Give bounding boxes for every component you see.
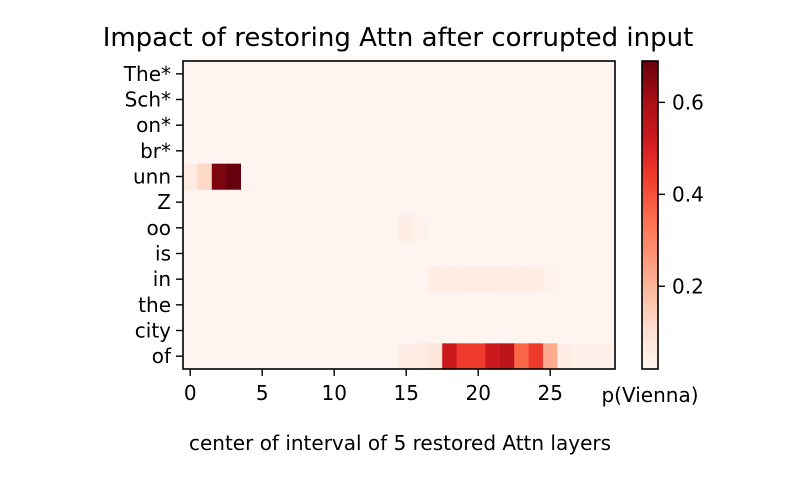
heatmap-cell: [514, 266, 529, 293]
heatmap-cell: [413, 343, 429, 370]
colorbar: [642, 61, 658, 369]
y-tick-label: The*: [123, 62, 171, 86]
heatmap-cell: [442, 343, 457, 370]
heatmap-cell: [485, 266, 501, 293]
colorbar-tick-label: 0.4: [672, 182, 704, 206]
heatmap-cell: [197, 163, 213, 190]
heatmap-cell: [600, 343, 616, 370]
heatmap-cell: [514, 343, 529, 370]
heatmap-cell: [399, 215, 414, 242]
y-tick-label: in: [153, 267, 171, 291]
colorbar-tick-label: 0.6: [672, 90, 704, 114]
heatmap-cell: [543, 266, 558, 293]
heatmap-cell: [427, 266, 443, 293]
y-tick-label: city: [135, 319, 171, 343]
y-tick-label: br*: [140, 139, 171, 163]
heatmap-cell: [211, 163, 227, 190]
x-tick-label: 20: [465, 381, 490, 405]
x-tick-label: 25: [537, 381, 562, 405]
heatmap-cell: [499, 266, 515, 293]
y-tick-label: the: [138, 293, 171, 317]
heatmap-cell: [557, 343, 573, 370]
heatmap-cells: [183, 61, 616, 370]
heatmap-cell: [571, 343, 587, 370]
y-tick-label: of: [152, 344, 172, 368]
heatmap-cell: [442, 266, 457, 293]
plot-frame: [182, 60, 616, 370]
heatmap-cell: [427, 343, 443, 370]
heatmap-cell: [183, 163, 198, 190]
heatmap-cell: [456, 266, 472, 293]
heatmap-cell: [485, 343, 501, 370]
heatmap-cell: [528, 343, 544, 370]
x-axis: 0 5 10 15 20 25: [184, 369, 563, 405]
heatmap-cell: [226, 163, 241, 190]
heatmap-cell: [471, 266, 486, 293]
heatmap-cell: [471, 343, 486, 370]
x-tick-label: 10: [321, 381, 346, 405]
x-tick-label: 5: [256, 381, 269, 405]
heatmap-cell: [413, 215, 429, 242]
x-tick-label: 15: [393, 381, 418, 405]
chart-title: Impact of restoring Attn after corrupted…: [103, 23, 694, 53]
heatmap-cell: [528, 266, 544, 293]
y-tick-label: is: [155, 242, 171, 266]
heatmap-cell: [543, 343, 558, 370]
colorbar-ticks: 0.2 0.4 0.6: [658, 90, 704, 298]
heatmap-cell: [456, 343, 472, 370]
colorbar-tick-label: 0.2: [672, 274, 704, 298]
y-tick-label: Sch*: [125, 88, 171, 112]
colorbar-label: p(Vienna): [601, 383, 698, 407]
heatmap-cell: [586, 343, 601, 370]
y-tick-label: oo: [147, 216, 171, 240]
x-axis-label: center of interval of 5 restored Attn la…: [189, 431, 611, 455]
y-tick-label: Z: [157, 190, 171, 214]
x-tick-label: 0: [184, 381, 197, 405]
heatmap-cell: [499, 343, 515, 370]
heatmap-cell: [399, 343, 414, 370]
y-tick-label: on*: [136, 113, 171, 137]
y-tick-label: unn: [133, 165, 171, 189]
colorbar-frame: [641, 60, 659, 370]
